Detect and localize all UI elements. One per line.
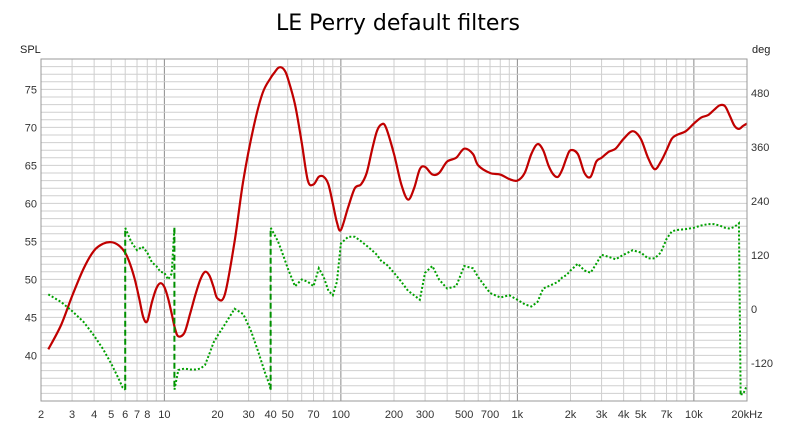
- x-tick-label: 100: [332, 409, 350, 421]
- x-tick-label: 20: [211, 409, 223, 421]
- left-tick-label: 70: [25, 122, 37, 134]
- x-tick-label: 7: [134, 409, 140, 421]
- right-tick-label: 360: [751, 142, 769, 154]
- x-tick-label: 5: [108, 409, 114, 421]
- right-tick-label: 0: [751, 304, 757, 316]
- x-tick-label: 6: [122, 409, 128, 421]
- left-axis-label: SPL: [20, 44, 41, 56]
- x-tick-label: 2k: [565, 409, 577, 421]
- phase-line: [124, 227, 176, 282]
- right-tick-label: 480: [751, 88, 769, 100]
- spl-line: [47, 66, 748, 350]
- x-tick-label: 30: [242, 409, 254, 421]
- x-tick-label: 7k: [661, 409, 673, 421]
- x-tick-label: 700: [481, 409, 499, 421]
- phase-line: [740, 384, 748, 396]
- right-tick-label: -120: [751, 358, 773, 370]
- x-tick-label: 50: [282, 409, 294, 421]
- left-tick-label: 40: [25, 350, 37, 362]
- phase-line: [269, 221, 742, 393]
- x-tick-label: 10k: [685, 409, 703, 421]
- x-tick-label: 40: [265, 409, 277, 421]
- left-tick-label: 45: [25, 312, 37, 324]
- series: [47, 66, 748, 396]
- x-tick-label: 20kHz: [731, 409, 762, 421]
- plot-frame: [40, 58, 748, 402]
- x-tick-label: 70: [307, 409, 319, 421]
- x-tick-label: 8: [144, 409, 150, 421]
- x-tick-label: 3: [69, 409, 75, 421]
- x-tick-label: 4: [91, 409, 97, 421]
- right-axis-label: deg: [752, 44, 770, 56]
- x-tick-label: 10: [158, 409, 170, 421]
- x-tick-label: 1k: [512, 409, 524, 421]
- right-tick-label: 120: [751, 250, 769, 262]
- left-tick-label: 55: [25, 236, 37, 248]
- left-tick-label: 60: [25, 198, 37, 210]
- x-tick-label: 5k: [635, 409, 647, 421]
- x-tick-label: 2: [38, 409, 44, 421]
- right-tick-label: 240: [751, 196, 769, 208]
- x-tick-label: 3k: [596, 409, 608, 421]
- phase-line: [47, 293, 126, 391]
- left-tick-label: 75: [25, 84, 37, 96]
- x-tick-label: 500: [455, 409, 473, 421]
- tick-labels: 2 3 4 5 6 7 8 10 20 30 40 50 70 100 200 300 500 700 1k 2k 3k…: [25, 84, 773, 421]
- x-tick-label: 200: [385, 409, 403, 421]
- x-tick-label: 300: [416, 409, 434, 421]
- phase-line: [173, 307, 272, 390]
- left-tick-label: 65: [25, 160, 37, 172]
- chart-title: LE Perry default filters: [276, 11, 520, 36]
- x-tick-label: 4k: [618, 409, 630, 421]
- grid: [40, 58, 748, 402]
- left-tick-label: 50: [25, 274, 37, 286]
